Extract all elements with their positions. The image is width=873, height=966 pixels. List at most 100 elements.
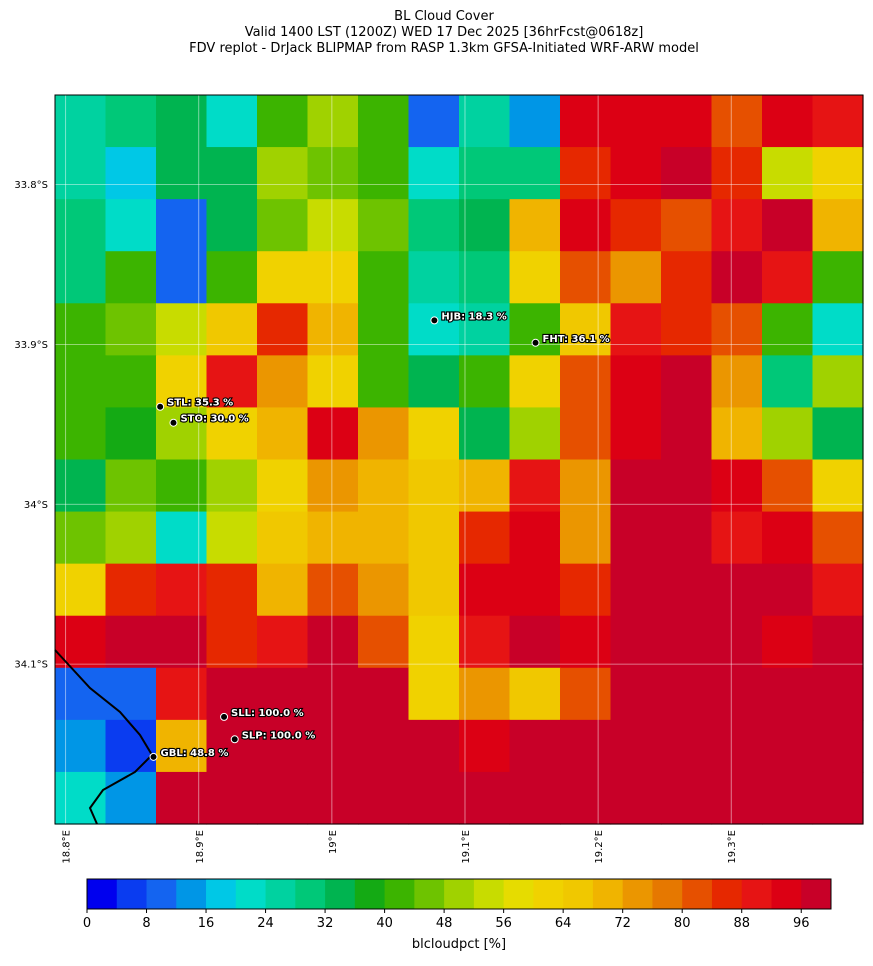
x-tick-label: 18.8°E [62,830,73,864]
heatmap-cell [105,355,157,409]
heatmap-cell [408,615,460,669]
heatmap-cell [560,355,612,409]
heatmap-cell [459,459,511,513]
heatmap-cell [459,95,511,148]
heatmap-cell [358,355,410,409]
heatmap-cell [812,563,864,617]
heatmap-cell [55,459,107,513]
heatmap-cell [408,459,460,513]
heatmap-cell [55,615,107,669]
colorbar-tick-label: 80 [674,916,691,931]
heatmap-cell [307,719,359,773]
heatmap-cell [156,251,208,304]
colorbar-swatch [682,879,713,909]
colorbar-swatch [563,879,594,909]
colorbar-swatch [741,879,772,909]
heatmap-cell [257,511,309,565]
colorbar-swatch [265,879,296,909]
heatmap-cell [661,251,713,304]
heatmap-cell [509,615,561,669]
chart-title: BL Cloud Cover [394,9,494,24]
heatmap-cell [358,667,410,721]
station-label: STL: 35.3 % [167,398,233,409]
map-frame [54,94,864,825]
heatmap-cell [762,355,814,409]
heatmap-cell [206,355,258,409]
heatmap-cell [55,303,107,356]
heatmap-cell [509,95,561,148]
heatmap-cell [610,511,662,565]
heatmap-cell [762,563,814,617]
heatmap-cell [156,771,208,825]
heatmap-cell [661,667,713,721]
heatmap [55,95,864,825]
heatmap-cell [257,199,309,252]
heatmap-cell [610,459,662,513]
chart-subtitle: Valid 1400 LST (1200Z) WED 17 Dec 2025 [… [245,25,644,40]
heatmap-cell [711,771,763,825]
station-marker [169,418,178,427]
heatmap-cell [105,147,157,200]
heatmap-cell [812,459,864,513]
colorbar-swatch [325,879,356,909]
heatmap-cell [610,303,662,356]
heatmap-cell [358,95,410,148]
heatmap-cell [55,771,107,825]
heatmap-cell [610,355,662,409]
heatmap-cell [762,459,814,513]
heatmap-cell [257,667,309,721]
heatmap-cell [509,511,561,565]
x-tick-label: 19.2°E [594,830,605,864]
heatmap-cell [55,251,107,304]
x-tick-label: 19.1°E [461,830,472,864]
heatmap-cell [459,303,511,356]
heatmap-cell [509,355,561,409]
heatmap-cell [509,147,561,200]
heatmap-cell [206,199,258,252]
heatmap-cell [408,251,460,304]
heatmap-cell [257,95,309,148]
heatmap-cell [307,303,359,356]
heatmap-cell [610,199,662,252]
heatmap-cell [711,355,763,409]
heatmap-cell [711,303,763,356]
heatmap-cell [661,771,713,825]
heatmap-cell [459,355,511,409]
heatmap-cell [105,667,157,721]
heatmap-cell [307,95,359,148]
colorbar-tick-label: 96 [793,916,810,931]
heatmap-cell [560,719,612,773]
heatmap-cell [206,511,258,565]
colorbar-tick-label: 72 [614,916,631,931]
heatmap-cell [509,771,561,825]
heatmap-cell [762,719,814,773]
heatmap-cell [560,615,612,669]
heatmap-cell [610,771,662,825]
heatmap-cell [661,407,713,461]
colorbar-swatch [235,879,267,909]
heatmap-cell [55,407,107,461]
heatmap-cell [358,459,410,513]
heatmap-cell [408,147,460,200]
colorbar-swatch [146,879,177,909]
heatmap-cell [762,615,814,669]
heatmap-cell [307,615,359,669]
heatmap-cell [105,771,157,825]
heatmap-cell [307,511,359,565]
station-label: FHT: 36.1 % [543,334,610,345]
heatmap-cell [762,199,814,252]
heatmap-cell [560,459,612,513]
colorbar-swatch [414,879,445,909]
heatmap-cell [610,251,662,304]
heatmap-cell [560,511,612,565]
heatmap-cell [812,719,864,773]
heatmap-cell [509,563,561,617]
heatmap-cell [711,719,763,773]
heatmap-cell [711,615,763,669]
heatmap-cell [610,95,662,148]
colorbar-tick-label: 16 [198,916,215,931]
colorbar: 0 8 16 24 32 40 48 56 64 72 80 88 96 [83,878,832,931]
heatmap-cell [105,199,157,252]
colorbar-frame [86,878,832,910]
heatmap-cell [661,147,713,200]
